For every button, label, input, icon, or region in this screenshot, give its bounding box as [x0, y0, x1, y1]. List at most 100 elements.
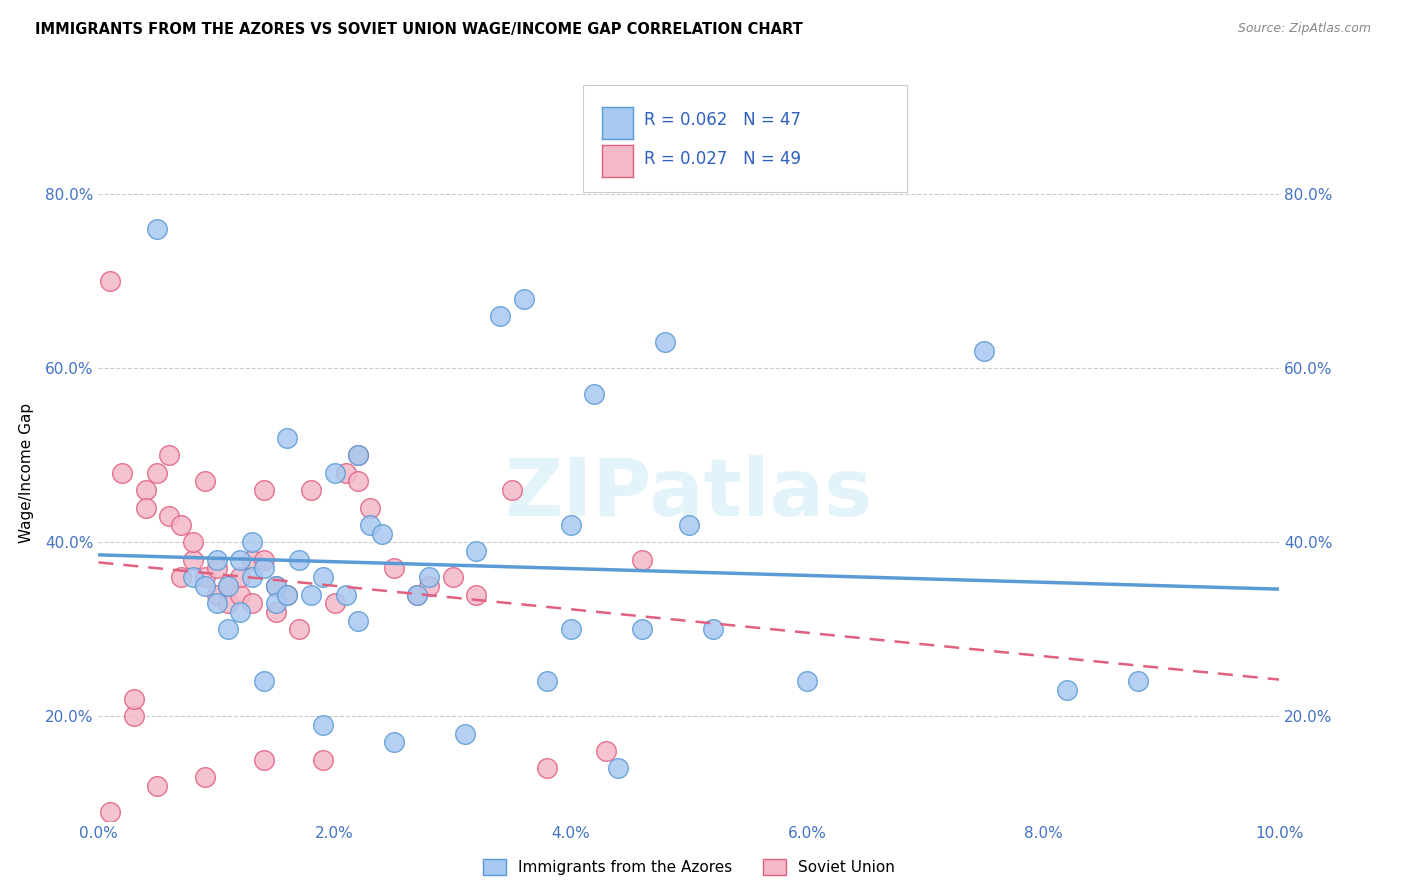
Point — [194, 579, 217, 593]
Point — [312, 570, 335, 584]
Point — [170, 570, 193, 584]
Point — [560, 517, 582, 532]
Point — [217, 579, 239, 593]
Point — [418, 570, 440, 584]
Point — [595, 744, 617, 758]
Point — [654, 335, 676, 350]
Text: ZIPatlas: ZIPatlas — [505, 455, 873, 533]
Point — [253, 561, 276, 575]
Point — [276, 587, 298, 601]
Point — [205, 561, 228, 575]
Point — [122, 709, 145, 723]
Point — [146, 779, 169, 793]
Point — [229, 587, 252, 601]
Point — [702, 623, 724, 637]
Point — [264, 579, 287, 593]
Point — [323, 596, 346, 610]
Point — [98, 805, 121, 819]
Point — [181, 570, 204, 584]
Point — [229, 605, 252, 619]
Point — [98, 275, 121, 289]
Point — [489, 309, 512, 323]
Point — [240, 596, 263, 610]
Point — [382, 735, 405, 749]
Point — [441, 570, 464, 584]
Point — [630, 623, 652, 637]
Point — [347, 448, 370, 462]
Point — [240, 552, 263, 567]
Text: IMMIGRANTS FROM THE AZORES VS SOVIET UNION WAGE/INCOME GAP CORRELATION CHART: IMMIGRANTS FROM THE AZORES VS SOVIET UNI… — [35, 22, 803, 37]
Point — [359, 500, 381, 515]
Point — [122, 692, 145, 706]
Point — [583, 387, 606, 401]
Point — [453, 726, 475, 740]
Point — [253, 483, 276, 498]
Point — [146, 222, 169, 236]
Point — [264, 596, 287, 610]
Point — [217, 579, 239, 593]
Point — [229, 552, 252, 567]
Point — [253, 753, 276, 767]
Point — [312, 753, 335, 767]
Point — [264, 605, 287, 619]
Point — [205, 552, 228, 567]
Point — [335, 587, 357, 601]
Point — [678, 517, 700, 532]
Point — [796, 674, 818, 689]
Text: Source: ZipAtlas.com: Source: ZipAtlas.com — [1237, 22, 1371, 36]
Point — [347, 614, 370, 628]
Point — [418, 579, 440, 593]
Point — [135, 500, 157, 515]
Point — [253, 674, 276, 689]
Point — [240, 570, 263, 584]
Point — [323, 466, 346, 480]
Point — [217, 623, 239, 637]
Point — [536, 761, 558, 775]
Point — [359, 517, 381, 532]
Point — [276, 431, 298, 445]
Point — [465, 587, 488, 601]
Point — [406, 587, 429, 601]
Point — [335, 466, 357, 480]
Point — [1126, 674, 1149, 689]
Point — [111, 466, 134, 480]
Point — [181, 535, 204, 549]
Point — [135, 483, 157, 498]
Y-axis label: Wage/Income Gap: Wage/Income Gap — [18, 402, 34, 543]
Point — [406, 587, 429, 601]
Point — [240, 535, 263, 549]
Point — [276, 587, 298, 601]
Point — [465, 544, 488, 558]
Point — [630, 552, 652, 567]
Point — [371, 526, 394, 541]
Text: R = 0.027   N = 49: R = 0.027 N = 49 — [644, 150, 801, 168]
Point — [288, 623, 311, 637]
Point — [146, 466, 169, 480]
Point — [157, 448, 180, 462]
Point — [299, 587, 322, 601]
Point — [170, 517, 193, 532]
Point — [194, 770, 217, 784]
Point — [205, 587, 228, 601]
Point — [194, 475, 217, 489]
Point — [347, 448, 370, 462]
Point — [253, 552, 276, 567]
Point — [157, 509, 180, 524]
Point — [607, 761, 630, 775]
Point — [229, 570, 252, 584]
Point — [560, 623, 582, 637]
Point — [347, 475, 370, 489]
Legend: Immigrants from the Azores, Soviet Union: Immigrants from the Azores, Soviet Union — [475, 851, 903, 882]
Point — [501, 483, 523, 498]
Point — [299, 483, 322, 498]
Point — [194, 570, 217, 584]
Point — [382, 561, 405, 575]
Point — [181, 552, 204, 567]
Point — [536, 674, 558, 689]
Point — [288, 552, 311, 567]
Point — [973, 343, 995, 358]
Point — [312, 718, 335, 732]
Point — [512, 292, 534, 306]
Point — [205, 596, 228, 610]
Point — [217, 596, 239, 610]
